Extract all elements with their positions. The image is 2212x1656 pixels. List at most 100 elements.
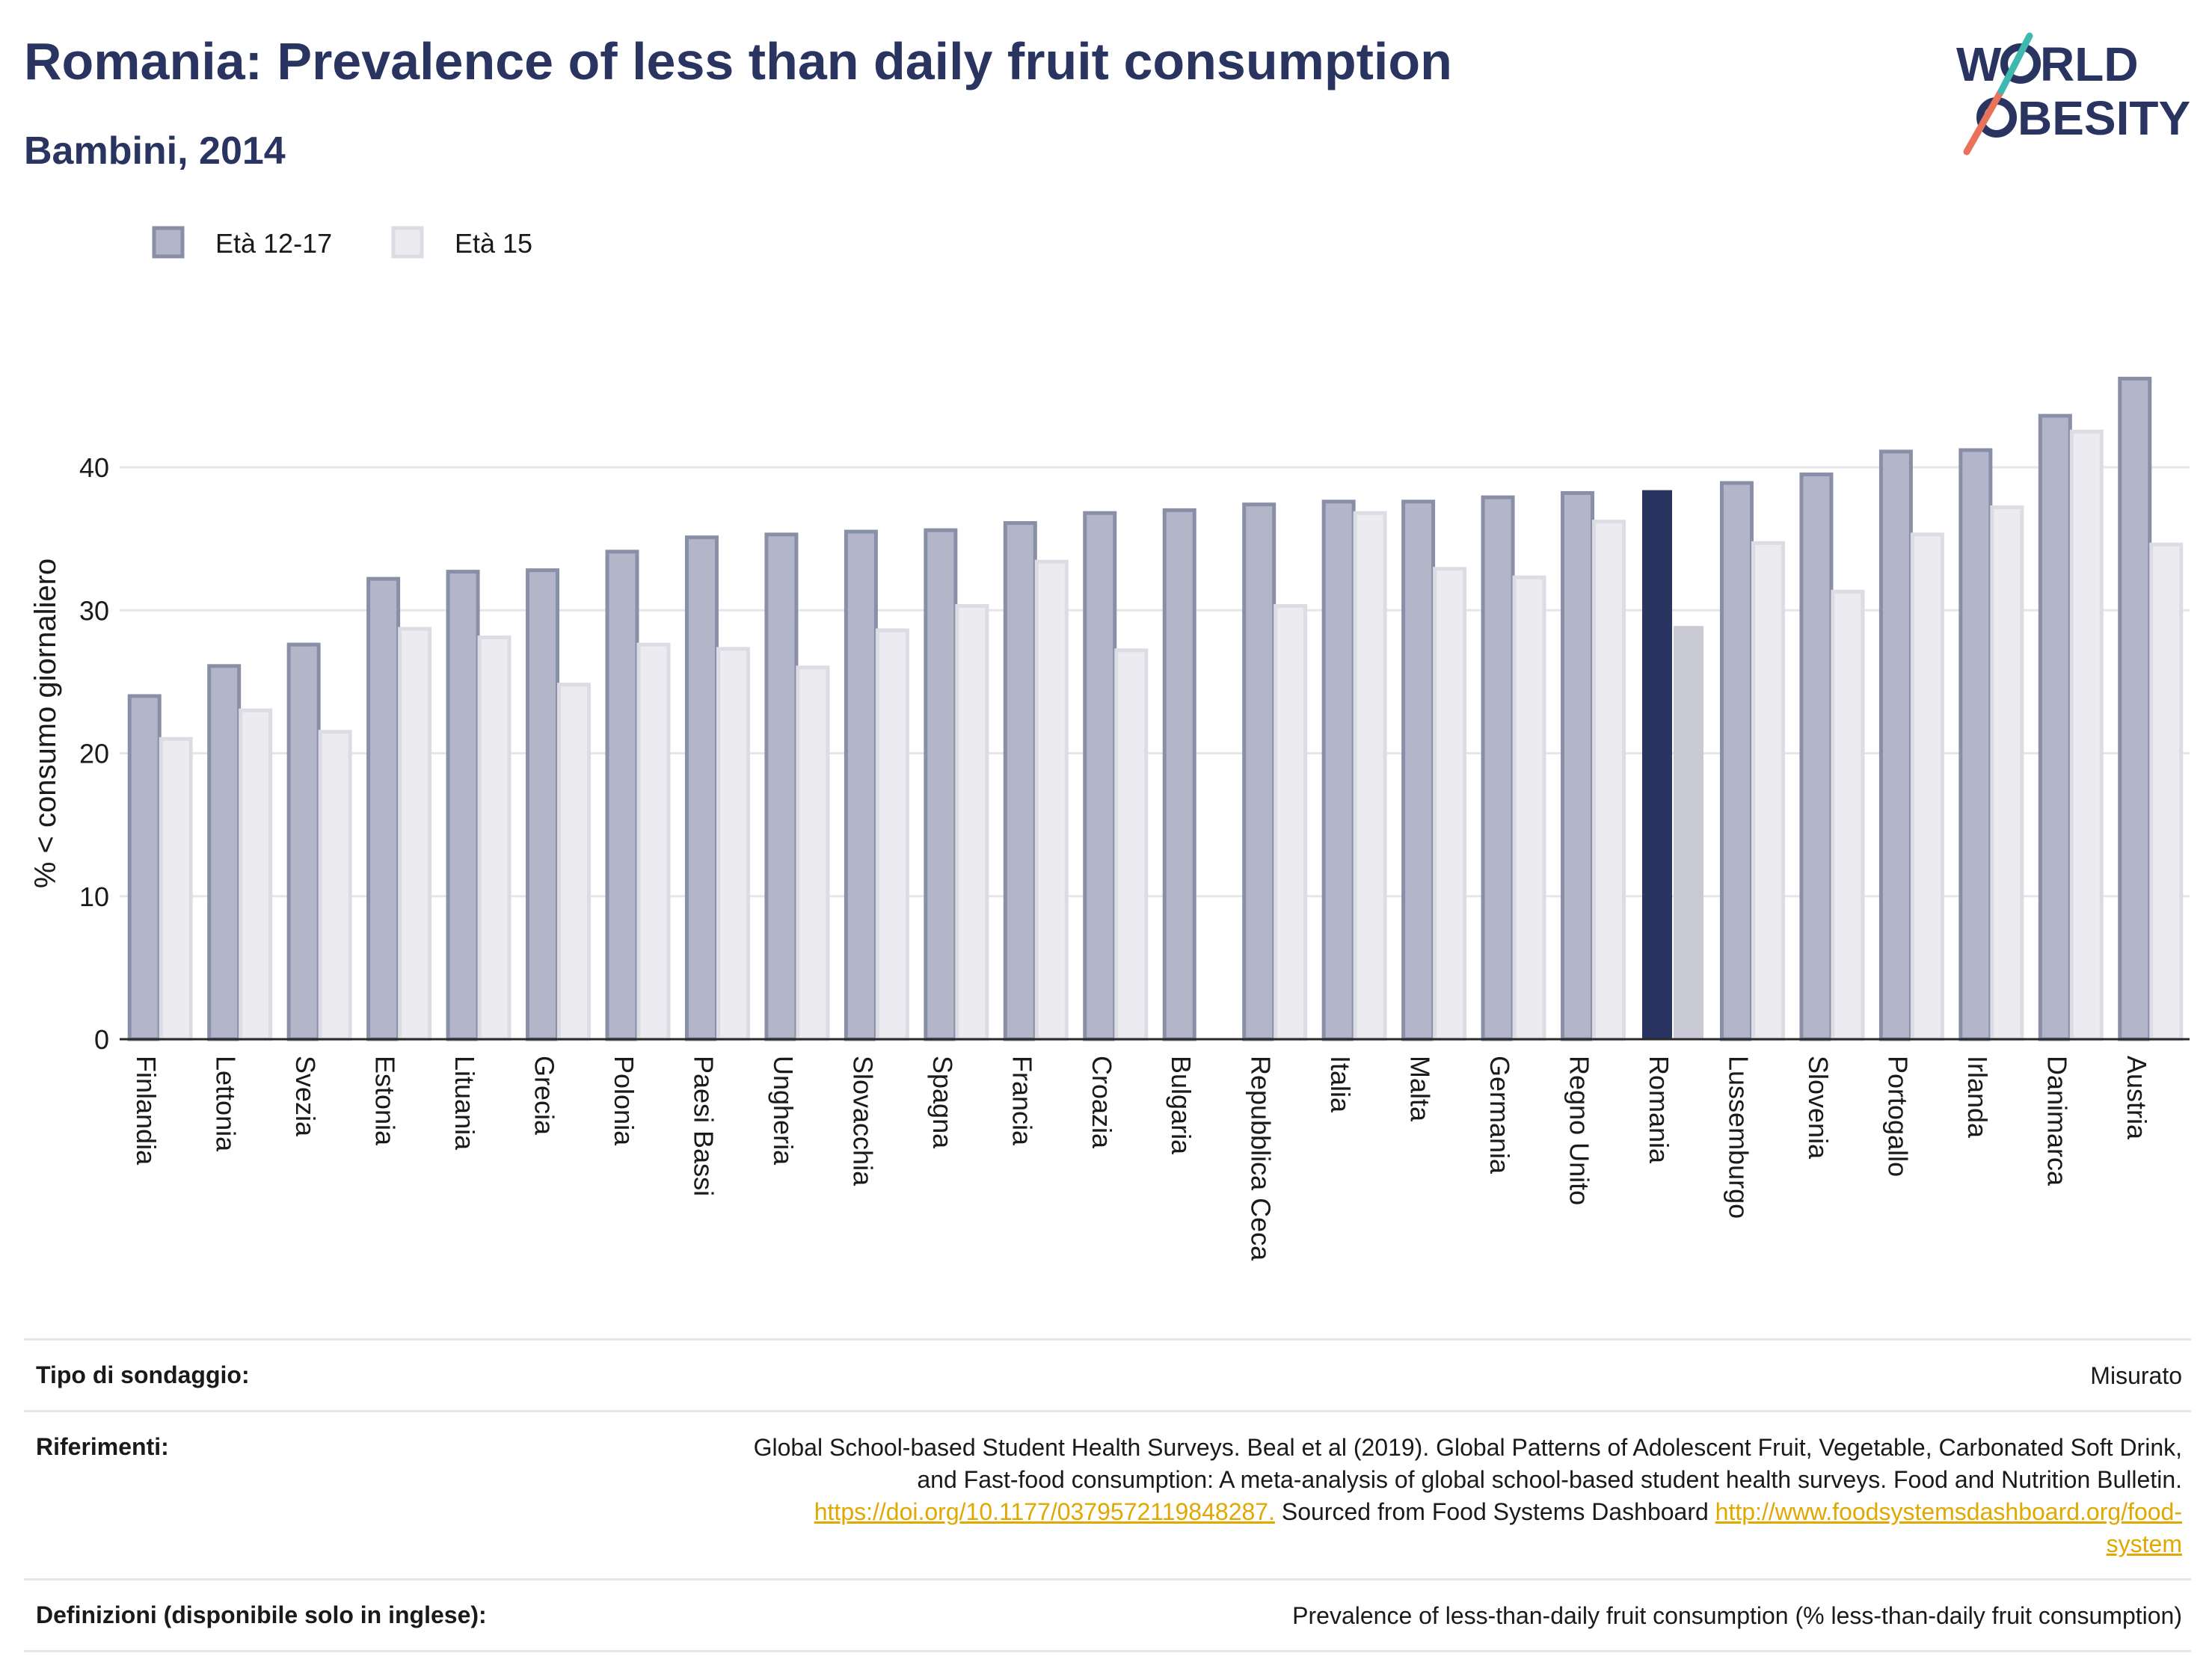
- bar-series-1: [127, 694, 162, 1041]
- chart-subtitle: Bambini, 2014: [24, 129, 286, 173]
- bar-series-1: [1878, 449, 1913, 1041]
- bar-chart: Età 12-17 Età 15 0 10 20 30 40 % < consumo gior…: [29, 226, 2190, 1261]
- bar-series-2: [1831, 589, 1865, 1041]
- y-tick-label: 40: [79, 452, 109, 483]
- bar-series-2: [1751, 541, 1785, 1041]
- x-tick-label: Spagna: [927, 1056, 958, 1149]
- bar-series-1: [207, 664, 242, 1041]
- world-obesity-logo: W RLD BESITY: [1956, 32, 2190, 156]
- y-axis-title: % < consumo giornaliero: [29, 558, 62, 888]
- bar-series-1: [2118, 376, 2152, 1041]
- x-tick-label: Francia: [1007, 1056, 1037, 1146]
- x-tick-label: Romania: [1644, 1056, 1674, 1164]
- x-tick-label: Paesi Bassi: [688, 1056, 719, 1196]
- bar-series-1: [1321, 499, 1356, 1041]
- logo-slash-red: [1963, 87, 2005, 156]
- bar-series-1: [2038, 413, 2072, 1041]
- y-tick-label: 20: [79, 739, 109, 769]
- x-tick-label: Slovacchia: [847, 1056, 878, 1186]
- dashboard-link-cont[interactable]: system: [2106, 1530, 2182, 1557]
- bar-series-1: [1642, 490, 1672, 1039]
- bar-series-2: [159, 736, 193, 1041]
- legend-label-series-1: Età 12-17: [215, 228, 332, 259]
- dashboard-link[interactable]: http://www.foodsystemsdashboard.org/food…: [1715, 1498, 2182, 1525]
- bar-series-1: [764, 532, 799, 1041]
- x-tick-label: Malta: [1405, 1056, 1436, 1122]
- bar-series-2: [796, 665, 830, 1041]
- bar-series-1: [286, 642, 321, 1041]
- bar-series-1: [446, 570, 480, 1041]
- bar-series-2: [1910, 532, 1944, 1041]
- references-value: Global School-based Student Health Surve…: [24, 1412, 2191, 1578]
- bar-series-2: [1990, 505, 2024, 1041]
- doi-link[interactable]: https://doi.org/10.1177/0379572119848287…: [814, 1498, 1275, 1525]
- x-tick-label: Portogallo: [1882, 1056, 1913, 1177]
- x-tick-label: Austria: [2122, 1056, 2152, 1140]
- bar-series-1: [844, 529, 878, 1041]
- bar-series-1: [1242, 502, 1276, 1041]
- references-line-2: and Fast-food consumption: A meta-analys…: [917, 1466, 2182, 1493]
- references-source-text: Sourced from Food Systems Dashboard: [1274, 1498, 1715, 1525]
- logo-obesity: BESITY: [2018, 91, 2190, 145]
- logo-slash-teal: [1997, 32, 2033, 95]
- chart-title: Romania: Prevalence of less than daily f…: [24, 32, 1452, 90]
- bar-series-2: [1674, 626, 1703, 1039]
- bar-series-2: [477, 635, 511, 1041]
- legend-label-series-2: Età 15: [455, 228, 532, 259]
- x-tick-label: Repubblica Ceca: [1246, 1056, 1276, 1261]
- bar-series-1: [1162, 508, 1196, 1041]
- legend-swatch-series-1: [152, 226, 185, 259]
- definitions-value: Prevalence of less-than-daily fruit cons…: [1292, 1602, 2182, 1629]
- x-tick-label: Estonia: [370, 1056, 401, 1146]
- x-tick-label: Slovenia: [1803, 1056, 1834, 1160]
- logo-world-rest: RLD: [2040, 37, 2139, 91]
- x-tick-label: Lettonia: [211, 1056, 242, 1152]
- bar-series-2: [716, 647, 750, 1041]
- references-line-1: Global School-based Student Health Surve…: [753, 1434, 2182, 1461]
- x-tick-label: Ungheria: [768, 1056, 799, 1166]
- x-tick-label: Italia: [1325, 1056, 1356, 1113]
- bar-series-2: [955, 604, 989, 1041]
- bar-series-2: [1592, 520, 1626, 1041]
- x-tick-label: Germania: [1484, 1056, 1515, 1175]
- survey-type-value: Misurato: [2090, 1362, 2182, 1389]
- bar-series-2: [239, 708, 273, 1041]
- bar-series-1: [924, 528, 958, 1041]
- bar-series-2: [1512, 575, 1546, 1041]
- bar-series-2: [2069, 429, 2104, 1041]
- survey-type-label: Tipo di sondaggio:: [36, 1361, 250, 1388]
- x-tick-label: Lituania: [449, 1056, 480, 1151]
- bar-series-1: [526, 568, 560, 1041]
- bar-series-2: [2149, 542, 2184, 1041]
- bar-series-1: [1719, 481, 1754, 1041]
- footer-row-survey: Tipo di sondaggio: Misurato: [24, 1338, 2191, 1410]
- x-tick-label: Polonia: [609, 1056, 639, 1146]
- legend-swatch-series-2: [391, 226, 424, 259]
- bar-series-1: [1561, 490, 1595, 1041]
- x-tick-label: Grecia: [529, 1056, 560, 1136]
- x-tick-label: Regno Unito: [1564, 1056, 1595, 1205]
- bar-series-2: [1433, 567, 1467, 1041]
- y-tick-label: 30: [79, 595, 109, 626]
- footer-row-definitions: Definizioni (disponibile solo in inglese…: [24, 1578, 2191, 1652]
- bar-series-2: [1114, 648, 1149, 1041]
- bar-series-2: [1353, 511, 1387, 1041]
- footer-table: Tipo di sondaggio: Misurato Riferimenti:…: [24, 1338, 2191, 1652]
- y-tick-label: 10: [79, 881, 109, 912]
- bar-series-1: [1003, 521, 1037, 1041]
- footer-row-references: Riferimenti: Global School-based Student…: [24, 1410, 2191, 1578]
- bar-series-1: [1401, 499, 1436, 1041]
- bar-series-1: [1958, 448, 1993, 1041]
- x-tick-label: Bulgaria: [1166, 1056, 1196, 1155]
- bar-series-2: [1274, 604, 1308, 1041]
- x-tick-label: Croazia: [1087, 1056, 1117, 1149]
- x-tick-label: Finlandia: [131, 1056, 162, 1166]
- bar-series-1: [605, 550, 639, 1041]
- bar-series-1: [366, 576, 401, 1041]
- bar-series-2: [318, 730, 352, 1041]
- definitions-label: Definizioni (disponibile solo in inglese…: [36, 1601, 487, 1628]
- x-tick-label: Lussemburgo: [1723, 1056, 1754, 1219]
- references-line-3: https://doi.org/10.1177/0379572119848287…: [24, 1496, 2182, 1528]
- bar-series-2: [1034, 559, 1069, 1041]
- x-tick-label: Danimarca: [2042, 1056, 2072, 1186]
